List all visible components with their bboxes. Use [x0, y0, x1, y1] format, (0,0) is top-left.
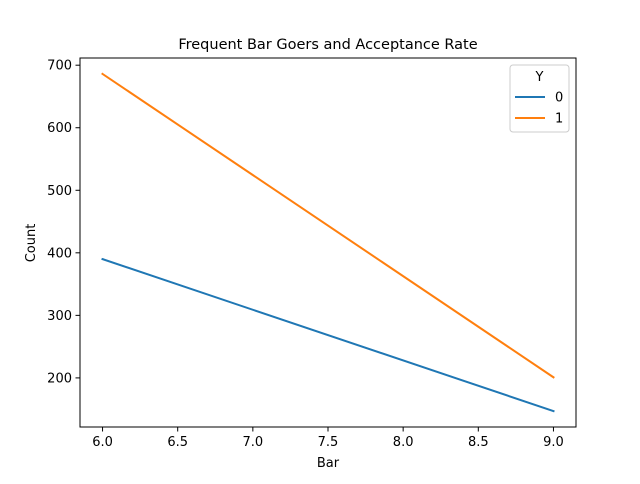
y-tick-label: 400: [47, 246, 72, 261]
x-tick-label: 7.0: [243, 435, 264, 450]
x-tick-label: 8.0: [393, 435, 414, 450]
legend-label: 1: [555, 112, 563, 127]
y-tick-label: 300: [47, 309, 72, 324]
y-tick-label: 200: [47, 371, 72, 386]
y-tick-label: 500: [47, 184, 72, 199]
legend: Y 01: [509, 64, 570, 133]
series-layer: [101, 72, 555, 413]
legend-label: 0: [555, 91, 563, 106]
y-tick-label: 700: [47, 59, 72, 74]
legend-title: Y: [535, 70, 544, 85]
chart-title: Frequent Bar Goers and Acceptance Rate: [178, 37, 477, 53]
x-tick-label: 9.0: [543, 435, 564, 450]
y-axis-label: Count: [24, 224, 39, 263]
x-tick-label: 6.0: [92, 435, 113, 450]
x-tick-label: 6.5: [167, 435, 188, 450]
x-tick-label: 8.5: [468, 435, 489, 450]
legend-entries: 01: [515, 91, 563, 127]
series-line-0: [101, 257, 555, 413]
legend-box: [509, 64, 570, 133]
x-axis-label: Bar: [317, 456, 340, 471]
series-line-1: [101, 72, 555, 379]
x-tick-label: 7.5: [318, 435, 339, 450]
x-axis-ticks: 6.0 6.5 7.0 7.5 8.0 8.5 9.0: [92, 427, 564, 450]
y-tick-label: 600: [47, 121, 72, 136]
y-axis-ticks: 200 300 400 500 600 700: [47, 59, 80, 386]
